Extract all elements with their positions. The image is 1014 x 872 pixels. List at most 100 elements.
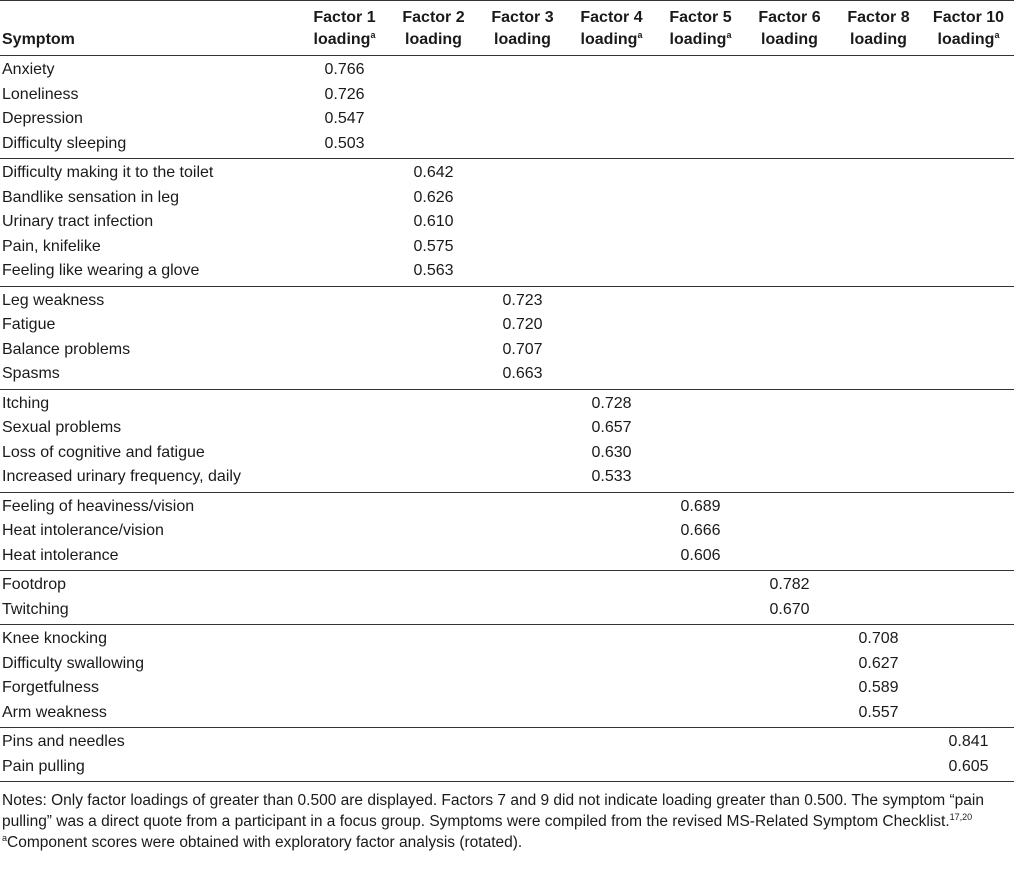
loading-cell: 0.666: [680, 522, 721, 539]
table-row: Twitching 0.670: [0, 598, 1014, 625]
loading-cell: [478, 416, 567, 441]
loading-cell: [834, 235, 923, 260]
header-top: Factor 2: [402, 9, 465, 26]
loading-cell: [478, 701, 567, 728]
table-row: Difficulty making it to the toilet 0.642: [0, 158, 1014, 186]
loading-cell: [923, 313, 1014, 338]
loading-cell: [300, 652, 389, 677]
symptom-cell: Loss of cognitive and fatigue: [2, 443, 205, 461]
loading-cell: [923, 56, 1014, 83]
table-row: Pins and needles 0.841: [0, 727, 1014, 755]
loading-cell: [834, 313, 923, 338]
loading-cell: [656, 313, 745, 338]
footnote: aComponent scores were obtained with exp…: [2, 832, 1012, 853]
loading-cell: [745, 544, 834, 571]
loading-cell: [656, 652, 745, 677]
note-ref: 17,20: [949, 812, 973, 822]
loading-cell: [300, 416, 389, 441]
header-top: Factor 8: [847, 9, 910, 26]
symptom-cell: Sexual problems: [2, 419, 122, 436]
loading-cell: [923, 132, 1014, 159]
loading-cell: 0.626: [413, 188, 454, 206]
loading-cell: [656, 210, 745, 235]
row-group: Footdrop 0.782 Twitching 0.670: [0, 570, 1014, 625]
loading-cell: [923, 159, 1014, 186]
loading-cell: [834, 259, 923, 286]
column-header: Factor 3 loading: [478, 1, 567, 56]
loading-cell: [834, 519, 923, 544]
header-mark: a: [370, 30, 376, 40]
loading-cell: [923, 465, 1014, 492]
table-row: Arm weakness 0.557: [0, 701, 1014, 728]
row-group: Itching 0.728 Sexual problems 0.657 Loss of …: [0, 389, 1014, 492]
loading-cell: [389, 107, 478, 132]
symptom-cell: Increased urinary frequency, daily: [2, 468, 241, 485]
loading-cell: [389, 519, 478, 544]
loading-cell: [834, 598, 923, 625]
loading-cell: [389, 676, 478, 701]
table-row: Loneliness 0.726: [0, 83, 1014, 108]
loading-cell: [478, 652, 567, 677]
header-bottom: loading: [580, 31, 638, 48]
loading-cell: [567, 544, 656, 571]
loading-cell: [567, 362, 656, 389]
loading-cell: [567, 56, 656, 83]
loading-cell: [300, 701, 389, 728]
loading-cell: [834, 210, 923, 235]
loading-cell: [300, 313, 389, 338]
loading-cell: [656, 571, 745, 598]
header-bottom: loading: [405, 31, 462, 48]
loading-cell: [300, 728, 389, 755]
loading-cell: [745, 259, 834, 286]
loading-cell: [656, 598, 745, 625]
loading-cell: [745, 362, 834, 389]
loading-cell: [923, 441, 1014, 466]
loading-cell: [834, 83, 923, 108]
symptom-cell: Difficulty making it to the toilet: [2, 164, 214, 181]
loading-cell: [389, 132, 478, 159]
loading-cell: [745, 338, 834, 363]
loading-cell: [745, 676, 834, 701]
symptom-cell: Urinary tract infection: [2, 213, 154, 230]
loading-cell: [923, 338, 1014, 363]
loading-cell: [834, 186, 923, 211]
loading-cell: [834, 571, 923, 598]
header-bottom: loading: [669, 31, 727, 48]
header-top: Factor 6: [758, 9, 821, 26]
loading-cell: [923, 519, 1014, 544]
loading-cell: [389, 598, 478, 625]
loading-cell: 0.670: [769, 600, 810, 618]
loading-cell: [745, 389, 834, 416]
loading-cell: [834, 441, 923, 466]
table-row: Loss of cognitive and fatigue 0.630: [0, 441, 1014, 466]
loading-cell: [923, 571, 1014, 598]
loading-cell: [567, 235, 656, 260]
column-header: Factor 2 loading: [389, 1, 478, 56]
column-header: Factor 5 loadinga: [656, 1, 745, 56]
loading-cell: [923, 544, 1014, 571]
loading-cell: [300, 492, 389, 519]
column-header: Factor 8 loading: [834, 1, 923, 56]
loading-cell: [656, 389, 745, 416]
loading-cell: [478, 465, 567, 492]
loading-cell: [567, 107, 656, 132]
loading-cell: [478, 519, 567, 544]
symptom-cell: Pain pulling: [2, 757, 85, 775]
row-group: Difficulty making it to the toilet 0.642 B…: [0, 158, 1014, 287]
header-bottom: loading: [761, 31, 818, 48]
loading-cell: [923, 186, 1014, 211]
loading-cell: [567, 186, 656, 211]
loading-cell: [300, 159, 389, 186]
loading-cell: [834, 362, 923, 389]
header-bottom: loading: [494, 31, 551, 48]
loading-cell: [300, 571, 389, 598]
footnote-text: Component scores were obtained with expl…: [7, 834, 523, 851]
loading-cell: [656, 701, 745, 728]
table-row: Spasms 0.663: [0, 362, 1014, 389]
table-row: Forgetfulness 0.589: [0, 676, 1014, 701]
loading-cell: [478, 598, 567, 625]
loading-cell: [478, 107, 567, 132]
header-bottom: loading: [850, 31, 907, 48]
loading-cell: [745, 235, 834, 260]
loading-cell: [478, 441, 567, 466]
